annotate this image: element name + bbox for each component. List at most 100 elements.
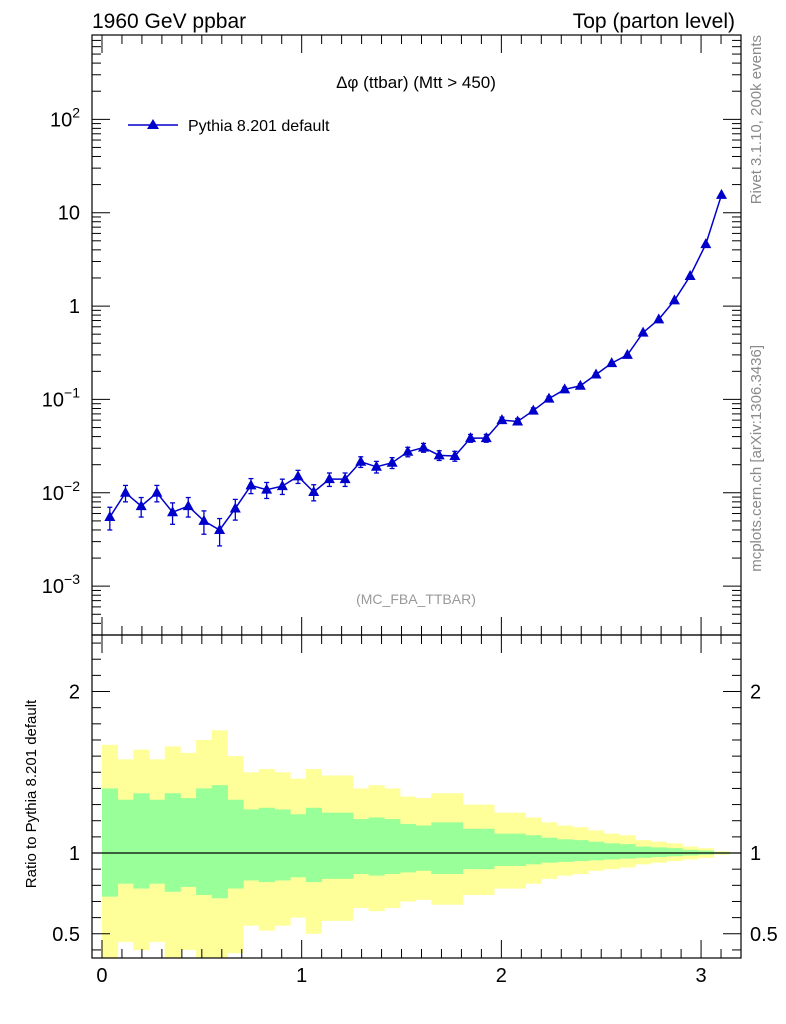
data-point	[700, 238, 712, 249]
band-inner-bin	[650, 847, 667, 858]
data-point	[574, 379, 586, 390]
band-inner-bin	[603, 843, 620, 860]
data-point	[668, 294, 680, 305]
data-point	[433, 449, 445, 460]
header-left: 1960 GeV ppbar	[92, 10, 246, 33]
data-point	[512, 415, 524, 426]
ratio-ylabel: Ratio to Pythia 8.201 default	[23, 699, 40, 888]
data-point	[151, 486, 163, 497]
legend: Pythia 8.201 default	[128, 118, 330, 135]
analysis-watermark: (MC_FBA_TTBAR)	[356, 591, 476, 607]
data-point	[449, 449, 461, 460]
data-point	[402, 445, 414, 456]
rivet-label: Rivet 3.1.10, 200k events	[748, 35, 765, 204]
band-inner-bin	[133, 793, 150, 889]
data-point	[292, 470, 304, 481]
ratio-ytick-label-left: 2	[69, 682, 80, 704]
band-inner-bin	[431, 822, 448, 875]
data-point	[135, 500, 147, 511]
data-point	[496, 414, 508, 425]
band-inner-bin	[635, 846, 652, 858]
data-point	[355, 455, 367, 466]
main-ytick-label: 10−3	[42, 571, 80, 598]
ratio-bands	[92, 730, 741, 958]
data-point	[465, 432, 477, 443]
band-inner-bin	[368, 817, 385, 876]
band-inner-bin	[447, 822, 464, 875]
data-point	[637, 326, 649, 337]
band-inner-bin	[588, 841, 605, 861]
ratio-xtick-label: 2	[496, 965, 507, 987]
band-inner-bin	[164, 793, 181, 892]
band-inner-bin	[556, 839, 573, 862]
band-inner-bin	[290, 814, 307, 878]
data-point	[308, 486, 320, 497]
legend-marker	[147, 119, 159, 129]
main-panel: 10−3 10−2 10−1 1 10 102 Δφ (ttbar) (Mtt > 450…	[42, 34, 742, 636]
data-point	[276, 480, 288, 491]
data-point	[245, 479, 257, 490]
band-inner-bin	[494, 833, 511, 866]
ratio-xtick-label: 0	[96, 965, 107, 987]
data-point	[621, 348, 633, 359]
data-point	[590, 368, 602, 379]
ratio-ytick-label-right: 0.5	[750, 924, 778, 946]
band-inner-bin	[305, 807, 322, 883]
ratio-panel: 0.5 0.5 1 1 2 2 0 1 2 3 Ratio to Pythia 8.201 def…	[23, 634, 778, 987]
ratio-ytick-label-left: 0.5	[52, 924, 80, 946]
data-point	[527, 404, 539, 415]
data-point	[261, 483, 273, 494]
data-point	[323, 473, 335, 484]
data-point	[214, 523, 226, 534]
ratio-ytick-label-right: 2	[750, 682, 761, 704]
main-ytick-label: 10−1	[42, 384, 80, 411]
band-inner-bin	[337, 812, 354, 879]
series-line	[109, 194, 723, 531]
data-point	[653, 313, 665, 324]
data-point	[418, 441, 430, 452]
data-point	[543, 392, 555, 403]
ratio-frame	[91, 634, 742, 959]
band-inner-bin	[352, 819, 370, 875]
main-title: Δφ (ttbar) (Mtt > 450)	[336, 73, 496, 92]
band-inner-bin	[666, 848, 683, 857]
band-inner-bin	[321, 812, 338, 879]
data-point	[104, 511, 116, 522]
data-point	[606, 357, 618, 368]
main-ytick-label: 102	[50, 104, 80, 131]
data-point	[229, 502, 241, 513]
band-inner-bin	[572, 840, 589, 862]
band-inner-bin	[258, 807, 275, 883]
band-inner-bin	[384, 819, 401, 875]
band-inner-bin	[117, 799, 134, 884]
ratio-ytick-label-left: 1	[69, 843, 80, 865]
data-point	[120, 486, 132, 497]
mcplots-label: mcplots.cern.ch [arXiv:1306.3436]	[748, 345, 765, 572]
data-point	[684, 269, 696, 280]
band-inner-bin	[541, 837, 558, 863]
data-point	[339, 473, 351, 484]
main-series	[104, 188, 727, 547]
data-point	[370, 460, 382, 471]
data-point	[559, 383, 571, 394]
main-ytick-label: 1	[69, 296, 80, 318]
data-point	[167, 506, 179, 517]
band-inner-bin	[462, 828, 479, 870]
ratio-xtick-label: 1	[296, 965, 307, 987]
band-inner-bin	[101, 788, 119, 897]
main-ytick-label: 10−2	[42, 478, 80, 505]
ratio-ytick-label-right: 1	[750, 843, 761, 865]
band-inner-bin	[509, 833, 526, 866]
data-point	[386, 456, 398, 467]
header-right: Top (parton level)	[573, 10, 735, 33]
band-inner-bin	[274, 809, 291, 881]
band-inner-bin	[415, 825, 432, 871]
main-ytick-label: 10	[58, 203, 80, 225]
band-inner-bin	[149, 799, 166, 884]
band-inner-bin	[399, 823, 417, 873]
band-inner-bin	[196, 788, 213, 896]
legend-entry-0: Pythia 8.201 default	[188, 118, 330, 135]
ratio-xtick-label: 3	[695, 965, 706, 987]
main-axis-ticks: 10−3 10−2 10−1 1 10 102	[42, 34, 742, 636]
